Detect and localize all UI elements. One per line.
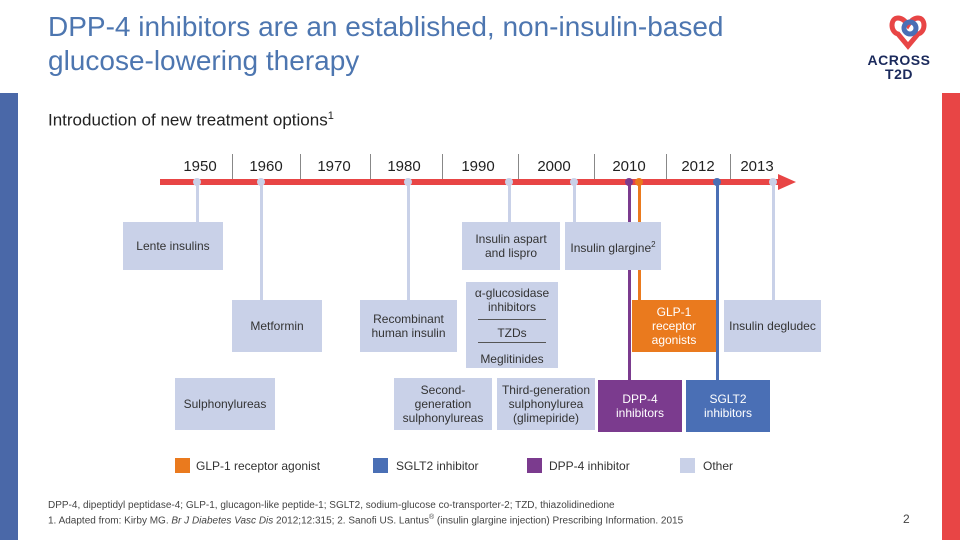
- legend-label-glp1: GLP-1 receptor agonist: [196, 459, 321, 473]
- logo-line-2: T2D: [885, 66, 913, 82]
- year-1990: 1990: [461, 158, 495, 175]
- box-label: Insulin glargine2: [570, 238, 655, 255]
- timeline-dot: [769, 178, 777, 186]
- footnote-abbreviations: DPP-4, dipeptidyl peptidase-4; GLP-1, gl…: [48, 500, 615, 511]
- legend-swatch-glp1: [175, 458, 190, 473]
- box-lente-insulins: Lente insulins: [123, 222, 223, 270]
- ref-text-a: 1. Adapted from: Kirby MG.: [48, 515, 172, 527]
- box-sglt2-inhibitors: SGLT2 inhibitors: [686, 380, 770, 432]
- box-label: Lente insulins: [136, 239, 210, 253]
- alpha-glucosidase-label: α-glucosidase inhibitors: [474, 286, 550, 314]
- ref-registered-mark: ®: [428, 514, 435, 521]
- subtitle-footnote-mark: 1: [327, 110, 334, 122]
- connector-sglt2: [716, 182, 719, 380]
- year-1950: 1950: [183, 158, 217, 175]
- legend-label-dpp4: DPP-4 inhibitor: [549, 459, 630, 473]
- box-label: GLP-1 receptor agonists: [651, 305, 697, 347]
- year-separator: [594, 154, 595, 182]
- right-accent-bar: [942, 93, 960, 540]
- title-line-2: glucose-lowering therapy: [48, 45, 360, 76]
- year-2012: 2012: [681, 158, 715, 175]
- legend-label-sglt2: SGLT2 inhibitor: [396, 459, 479, 473]
- timeline-dot: [570, 178, 578, 186]
- box-sulphonylureas: Sulphonylureas: [175, 378, 275, 430]
- timeline-dot: [505, 178, 513, 186]
- connector-aspart: [508, 182, 511, 222]
- year-separator: [442, 154, 443, 182]
- box-metformin: Metformin: [232, 300, 322, 352]
- across-t2d-logo-icon: [889, 15, 927, 50]
- year-2013: 2013: [740, 158, 774, 175]
- connector-metformin: [260, 182, 263, 300]
- connector-dpp4: [628, 182, 631, 380]
- connector-degludec: [772, 182, 775, 302]
- subtitle-text: Introduction of new treatment options: [48, 110, 328, 130]
- box-recombinant-human-insulin: Recombinant human insulin: [360, 300, 457, 352]
- logo-line-1: ACROSS: [867, 52, 931, 68]
- footnotes: DPP-4, dipeptidyl peptidase-4; GLP-1, gl…: [48, 500, 683, 527]
- box-label: Sulphonylureas: [183, 397, 267, 411]
- legend-swatch-dpp4: [527, 458, 542, 473]
- divider: [478, 319, 546, 320]
- legend-label-other: Other: [703, 459, 734, 473]
- ref-text-c: (insulin glargine injection) Prescribing…: [434, 515, 684, 527]
- page-number: 2: [903, 512, 910, 526]
- box-label: Second-generation sulphonylureas: [402, 383, 484, 425]
- box-oral-agents-group: α-glucosidase inhibitors TZDs Meglitinid…: [466, 282, 558, 368]
- year-separator: [518, 154, 519, 182]
- title-line-1: DPP-4 inhibitors are an established, non…: [48, 11, 724, 42]
- page-title: DPP-4 inhibitors are an established, non…: [48, 10, 724, 78]
- footnote-references: 1. Adapted from: Kirby MG. Br J Diabetes…: [48, 512, 683, 527]
- year-separator: [666, 154, 667, 182]
- legend-swatch-other: [680, 458, 695, 473]
- box-label: Insulin degludec: [729, 319, 816, 333]
- box-label: Metformin: [250, 319, 304, 333]
- box-label: SGLT2 inhibitors: [703, 392, 753, 420]
- meglitinides-label: Meglitinides: [480, 352, 544, 366]
- box-insulin-degludec: Insulin degludec: [724, 300, 821, 352]
- tzds-label: TZDs: [497, 326, 527, 340]
- section-subtitle: Introduction of new treatment options1: [48, 110, 334, 131]
- box-second-generation-sulphonylureas: Second-generation sulphonylureas: [394, 378, 492, 430]
- timeline-dot: [625, 178, 633, 186]
- year-separator: [370, 154, 371, 182]
- year-separator: [300, 154, 301, 182]
- box-third-generation-sulphonylurea: Third-generation sulphonylurea (glimepir…: [497, 378, 595, 430]
- glargine-text: Insulin glargine: [570, 240, 652, 255]
- timeline-dot: [257, 178, 265, 186]
- glargine-footnote-mark: 2: [651, 239, 656, 249]
- connector-lente: [196, 182, 199, 230]
- logo-text: ACROSS T2D: [866, 53, 932, 81]
- year-separator: [730, 154, 731, 182]
- timeline-arrow: [160, 174, 796, 190]
- box-dpp4-inhibitors: DPP-4 inhibitors: [598, 380, 682, 432]
- year-2000: 2000: [537, 158, 571, 175]
- year-1960: 1960: [249, 158, 283, 175]
- timeline-dot: [635, 178, 643, 186]
- year-2010: 2010: [612, 158, 646, 175]
- box-insulin-aspart-lispro: Insulin aspart and lispro: [462, 222, 560, 270]
- ref-text-b: 2012;12:315; 2. Sanofi US. Lantus: [273, 515, 429, 527]
- timeline-dot: [404, 178, 412, 186]
- box-label: Insulin aspart and lispro: [475, 232, 547, 260]
- legend-swatch-sglt2: [373, 458, 388, 473]
- box-glp1-receptor-agonists: GLP-1 receptor agonists: [632, 300, 716, 352]
- divider: [478, 342, 546, 343]
- box-label: Recombinant human insulin: [371, 312, 446, 340]
- timeline-dot: [713, 178, 721, 186]
- year-1970: 1970: [317, 158, 351, 175]
- timeline-dot: [193, 178, 201, 186]
- box-label: DPP-4 inhibitors: [615, 392, 665, 420]
- ref-journal: Br J Diabetes Vasc Dis: [171, 515, 274, 527]
- left-accent-bar: [0, 93, 18, 540]
- connector-glargine: [573, 182, 576, 222]
- box-insulin-glargine: Insulin glargine2: [565, 222, 661, 270]
- year-1980: 1980: [387, 158, 421, 175]
- connector-recombinant: [407, 182, 410, 300]
- box-label: Third-generation sulphonylurea (glimepir…: [501, 383, 591, 425]
- year-separator: [232, 154, 233, 182]
